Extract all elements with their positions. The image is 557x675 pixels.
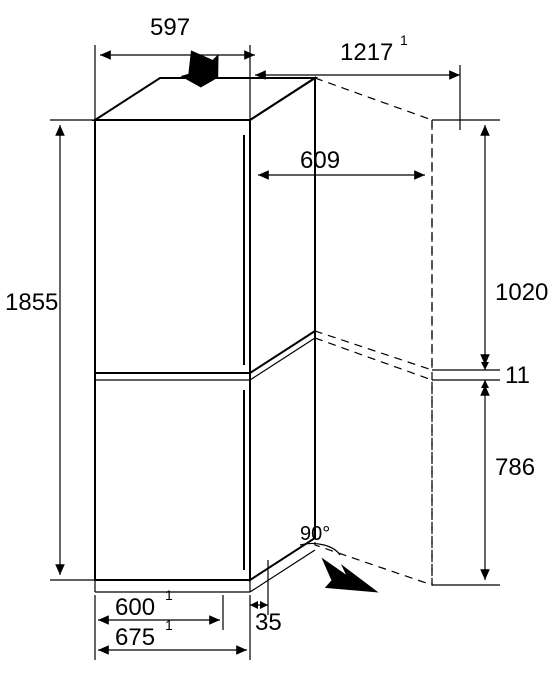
dim-1217: 1217 1 — [255, 32, 460, 130]
dim-786: 786 — [432, 385, 535, 585]
dim-11-label: 11 — [505, 362, 530, 389]
dim-11: 11 — [432, 360, 530, 390]
dim-675-note: 1 — [165, 617, 173, 633]
dim-1855-label: 1855 — [5, 289, 58, 316]
dim-90-label: 90° — [300, 523, 330, 545]
dim-609: 609 — [258, 147, 425, 175]
dim-675-label: 675 — [115, 624, 155, 651]
dim-600-label: 600 — [115, 594, 155, 621]
dim-1217-label: 1217 — [340, 39, 393, 66]
dim-1855: 1855 — [5, 120, 95, 580]
appliance-body — [95, 78, 315, 592]
dim-597-label: 597 — [150, 14, 190, 41]
dimension-drawing: 597 1217 1 609 1855 1020 11 — [0, 0, 557, 675]
dim-1217-note: 1 — [400, 32, 408, 48]
dim-1020: 1020 — [432, 120, 548, 370]
dim-35: 35 — [250, 560, 282, 636]
depth-arrow-icon — [172, 39, 229, 93]
view-arrow-icon — [319, 557, 381, 592]
dim-1020-label: 1020 — [495, 279, 548, 306]
dim-786-label: 786 — [495, 454, 535, 481]
dim-609-label: 609 — [300, 147, 340, 174]
dim-35-label: 35 — [255, 609, 282, 636]
dim-600-note: 1 — [165, 587, 173, 603]
dim-90deg: 90° — [300, 523, 381, 593]
